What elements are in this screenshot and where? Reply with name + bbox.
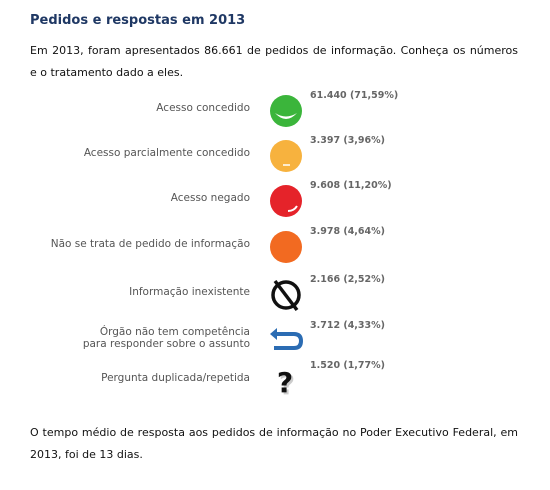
- item-value: 3.978 (4,64%): [310, 226, 385, 237]
- item-label: Pergunta duplicada/repetida: [101, 372, 250, 384]
- item-label: Acesso negado: [170, 192, 250, 204]
- item: Informação inexistente 2.166 (2,52%): [0, 274, 550, 314]
- item-value: 9.608 (11,20%): [310, 180, 392, 191]
- item-label: Não se trata de pedido de informação: [50, 238, 250, 250]
- item-value: 2.166 (2,52%): [310, 274, 385, 285]
- item: Órgão não tem competência para responder…: [0, 320, 550, 360]
- item: Não se trata de pedido de informação 3.9…: [0, 226, 550, 266]
- icon: [270, 231, 302, 263]
- item-value: 1.520 (1,77%): [310, 360, 385, 371]
- item-value: 3.712 (4,33%): [310, 320, 385, 331]
- item: Acesso concedido 61.440 (71,59%): [0, 90, 550, 130]
- item: Acesso negado 9.608 (11,20%): [0, 180, 550, 220]
- item-label: Acesso parcialmente concedido: [83, 147, 250, 159]
- icon: [270, 95, 302, 127]
- item: Acesso parcialmente concedido 3.397 (3,9…: [0, 135, 550, 175]
- icon: [270, 328, 304, 350]
- item-label: Acesso concedido: [156, 102, 250, 114]
- svg-text:?: ?: [277, 366, 293, 399]
- item-label: Órgão não tem competência para responder…: [20, 326, 250, 350]
- label-line: Órgão não tem competência: [99, 326, 250, 338]
- item-value: 61.440 (71,59%): [310, 90, 399, 101]
- item: Pergunta duplicada/repetida ? ? 1.520 (1…: [0, 360, 550, 401]
- title: Pedidos e respostas em 2013: [30, 13, 246, 28]
- item-value: 3.397 (3,96%): [310, 135, 385, 146]
- footer: O tempo médio de resposta aos pedidos de…: [30, 426, 518, 461]
- icon: [270, 185, 302, 217]
- icon: ? ?: [277, 366, 295, 401]
- intro: Em 2013, foram apresentados 86.661 de pe…: [30, 44, 518, 79]
- label-line: para responder sobre o assunto: [82, 338, 250, 350]
- svg-text:?: ?: [279, 368, 295, 401]
- icon: [271, 279, 301, 312]
- icon: [270, 140, 302, 172]
- item-label: Informação inexistente: [129, 286, 250, 298]
